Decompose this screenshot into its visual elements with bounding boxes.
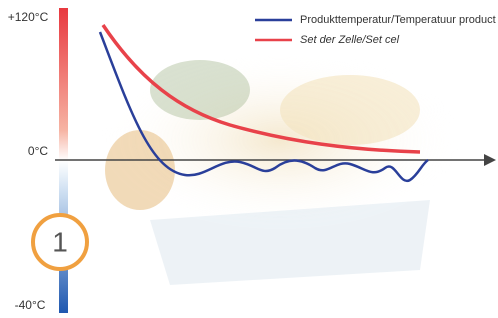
diagram: +120°C 0°C -40°C 1 Produkttemperatur/Tem… xyxy=(0,0,498,318)
axis-label: 0°C xyxy=(28,144,48,158)
axis-arrow xyxy=(484,154,496,166)
axis-label: -40°C xyxy=(15,298,46,312)
legend-label: Set der Zelle/Set cel xyxy=(300,34,400,46)
step-number: 1 xyxy=(52,226,68,257)
legend: Produkttemperatur/Temperatuur product Se… xyxy=(255,14,496,46)
legend-label: Produkttemperatur/Temperatuur product xyxy=(300,14,496,26)
axis-label: +120°C xyxy=(8,10,49,24)
